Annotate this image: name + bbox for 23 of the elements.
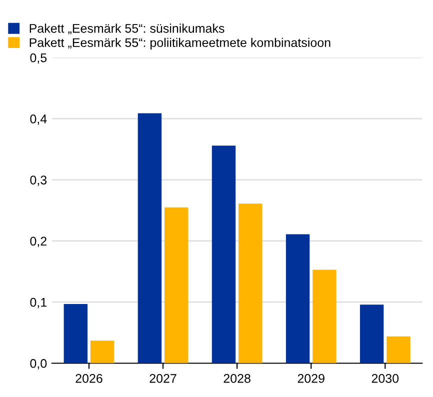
bar — [64, 304, 88, 364]
y-tick-label: 0,1 — [30, 298, 46, 308]
legend-label: Pakett „Eesmärk 55“: poliitikameetmete kombinatsioon — [30, 38, 330, 50]
x-tick-label: 2028 — [224, 374, 250, 383]
x-tick-label: 2030 — [372, 374, 399, 383]
bar — [138, 113, 162, 364]
bar — [164, 207, 188, 364]
y-tick-label: 0,5 — [30, 53, 47, 64]
legend-label: Pakett „Eesmärk 55“: süsinikumaks — [30, 24, 224, 34]
bar — [286, 234, 310, 364]
bar — [386, 336, 410, 364]
bar — [312, 270, 336, 364]
bar — [90, 340, 114, 364]
x-tick-label: 2027 — [150, 374, 176, 383]
y-tick-label: 0,3 — [30, 176, 47, 186]
y-tick-label: 0,2 — [30, 236, 46, 248]
bar — [238, 204, 262, 364]
bar — [212, 146, 236, 364]
y-tick-label: 0,4 — [30, 114, 47, 125]
bar — [360, 304, 384, 364]
y-tick-label: 0,0 — [30, 359, 47, 370]
x-tick-label: 2029 — [298, 374, 324, 383]
x-tick-label: 2026 — [76, 374, 102, 383]
